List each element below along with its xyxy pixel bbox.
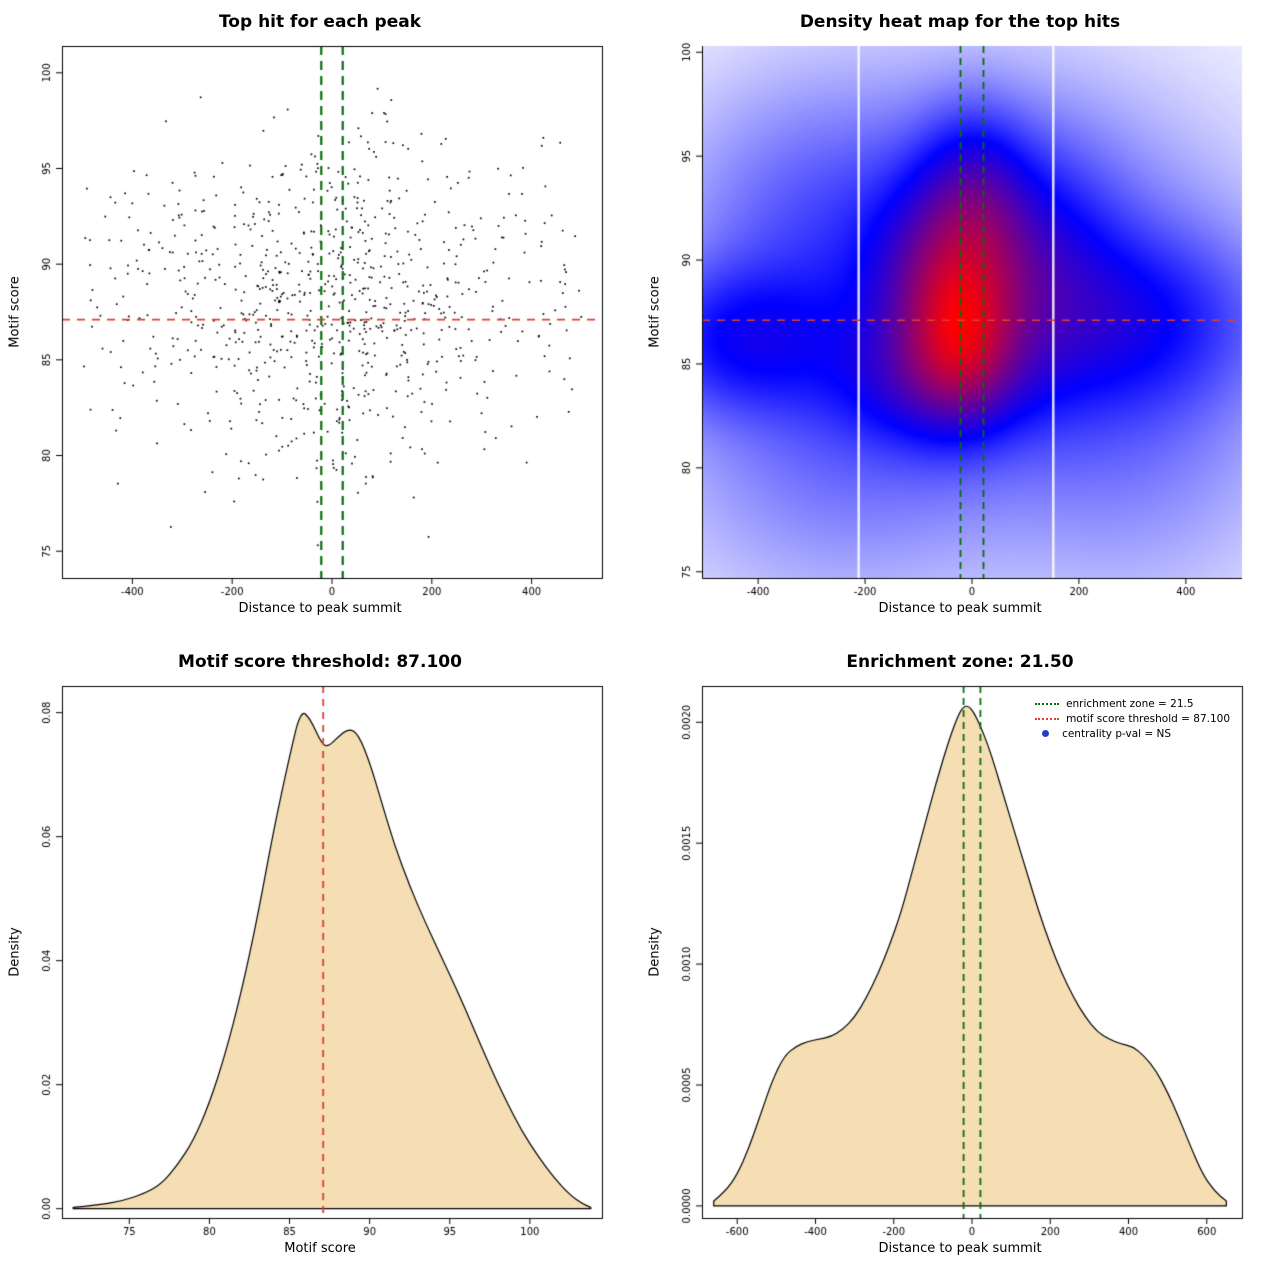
- chart-title: Motif score threshold: 87.100: [178, 652, 462, 672]
- red-dotted-line-swatch: [1035, 717, 1060, 720]
- legend-item-enrichment-zone: enrichment zone = 21.5: [1035, 696, 1230, 711]
- distance-density-canvas: [640, 640, 1280, 1280]
- y-axis-label: Density: [647, 927, 663, 977]
- legend-item-centrality-pval: centrality p-val = NS: [1035, 726, 1230, 741]
- plot-legend: enrichment zone = 21.5 motif score thres…: [1035, 696, 1230, 741]
- x-axis-label: Motif score: [284, 1241, 356, 1256]
- motif-score-density-canvas: [0, 640, 640, 1280]
- scatter-plot-canvas: [0, 0, 640, 640]
- panel-top-hits-scatter: Top hit for each peak Distance to peak s…: [0, 0, 640, 640]
- x-axis-label: Distance to peak summit: [878, 1241, 1042, 1256]
- blue-dot-swatch: [1042, 730, 1050, 737]
- legend-label: enrichment zone = 21.5: [1066, 697, 1194, 710]
- chart-title: Density heat map for the top hits: [799, 12, 1121, 32]
- panel-enrichment-zone-density: Enrichment zone: 21.50 Distance to peak …: [640, 640, 1280, 1280]
- chart-title: Enrichment zone: 21.50: [846, 652, 1074, 672]
- x-axis-label: Distance to peak summit: [238, 601, 402, 616]
- y-axis-label: Density: [7, 927, 23, 977]
- chart-title: Top hit for each peak: [218, 12, 422, 32]
- panel-density-heatmap: Density heat map for the top hits Distan…: [640, 0, 1280, 640]
- heatmap-canvas: [640, 0, 1280, 640]
- panel-motif-score-density: Motif score threshold: 87.100 Motif scor…: [0, 640, 640, 1280]
- legend-label: centrality p-val = NS: [1062, 727, 1172, 740]
- y-axis-label: Motif score: [647, 276, 663, 348]
- green-dotted-line-swatch: [1035, 702, 1060, 705]
- legend-label: motif score threshold = 87.100: [1066, 712, 1230, 725]
- legend-item-motif-threshold: motif score threshold = 87.100: [1035, 711, 1230, 726]
- x-axis-label: Distance to peak summit: [878, 601, 1042, 616]
- y-axis-label: Motif score: [7, 276, 23, 348]
